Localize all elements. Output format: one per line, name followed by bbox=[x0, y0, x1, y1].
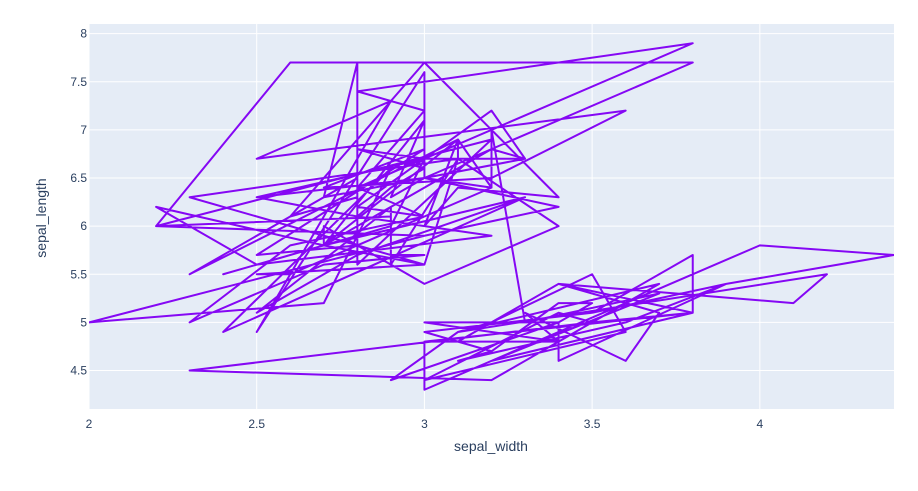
x-tick-label: 2.5 bbox=[248, 417, 265, 431]
y-tick-label: 8 bbox=[80, 27, 87, 41]
x-axis-tick-labels: 2 2.5 3 3.5 4 bbox=[86, 417, 764, 431]
y-tick-label: 4.5 bbox=[70, 364, 87, 378]
x-tick-label: 4 bbox=[756, 417, 763, 431]
x-tick-label: 3.5 bbox=[584, 417, 601, 431]
series-layer bbox=[89, 42, 894, 391]
y-tick-label: 6.5 bbox=[70, 171, 87, 185]
y-axis-title: sepal_length bbox=[33, 178, 49, 257]
y-tick-label: 6 bbox=[80, 219, 87, 233]
y-tick-label: 5 bbox=[80, 315, 87, 329]
series-line bbox=[89, 42, 894, 391]
y-axis-tick-labels: 4.5 5 5.5 6 6.5 7 7.5 8 bbox=[70, 27, 87, 378]
x-axis-title: sepal_width bbox=[454, 438, 528, 454]
x-tick-label: 3 bbox=[421, 417, 428, 431]
x-tick-label: 2 bbox=[86, 417, 93, 431]
y-tick-label: 7 bbox=[80, 123, 87, 137]
y-tick-label: 7.5 bbox=[70, 75, 87, 89]
y-tick-label: 5.5 bbox=[70, 267, 87, 281]
